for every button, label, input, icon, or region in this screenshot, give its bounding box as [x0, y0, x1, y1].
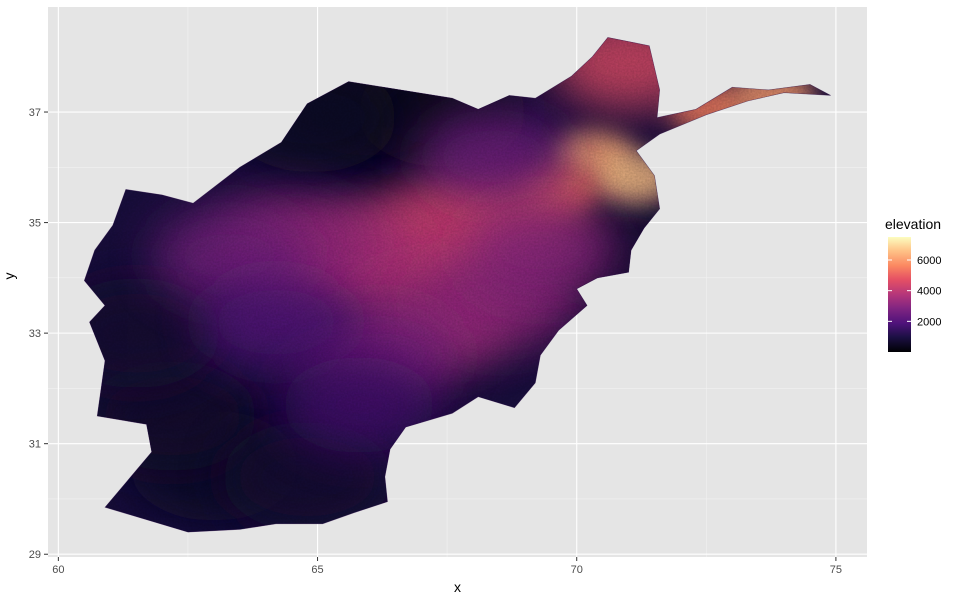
- y-tick-label: 35: [29, 218, 41, 230]
- x-tick-label: 65: [311, 564, 323, 576]
- y-tick-label: 31: [29, 439, 41, 451]
- legend-break-label: 2000: [917, 316, 941, 328]
- x-tick-label: 75: [830, 564, 842, 576]
- y-axis-title: y: [1, 273, 17, 280]
- y-tick-label: 29: [29, 549, 41, 561]
- legend-title: elevation: [885, 216, 941, 232]
- x-tick-label: 60: [52, 564, 64, 576]
- legend-breaks: 2000 4000 6000: [888, 255, 941, 328]
- country-outline: [83, 37, 831, 533]
- y-tick-label: 33: [29, 328, 41, 340]
- y-tick-label: 37: [29, 107, 41, 119]
- legend-break-label: 4000: [917, 286, 941, 298]
- legend-break-label: 6000: [917, 255, 941, 267]
- legend: elevation 2000 4000 6000: [885, 216, 941, 352]
- legend-colorbar: [888, 237, 911, 352]
- x-tick-label: 70: [571, 564, 583, 576]
- y-axis: 29 31 33 35 37: [29, 107, 48, 561]
- x-axis-title: x: [454, 579, 461, 595]
- x-axis: 60 65 70 75: [52, 557, 842, 576]
